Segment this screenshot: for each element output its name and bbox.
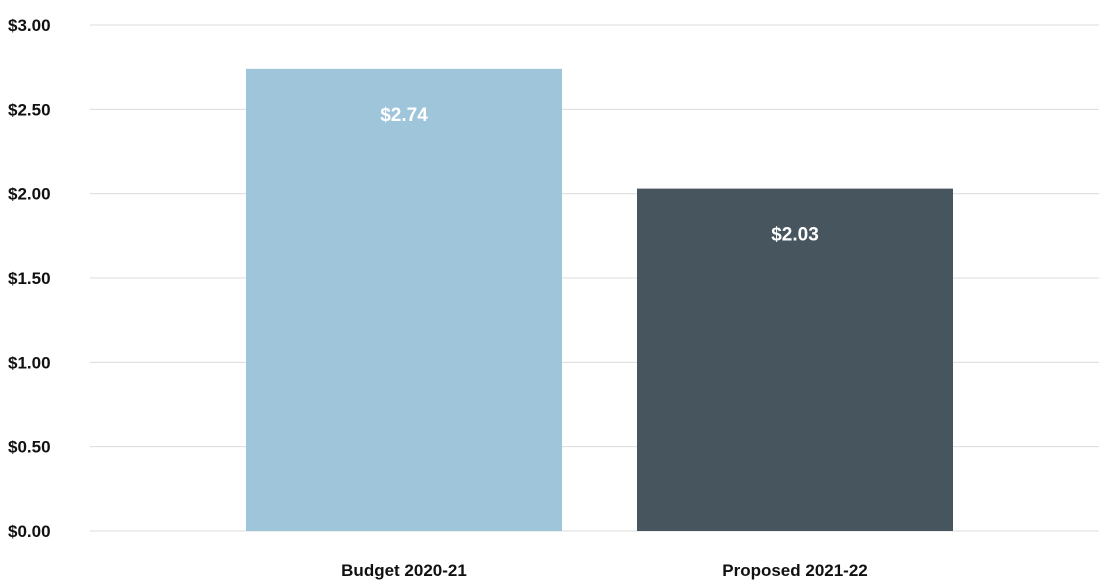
y-tick-label: $1.50 <box>8 269 51 288</box>
bar <box>637 188 953 531</box>
x-category-label: Proposed 2021-22 <box>722 561 868 580</box>
bars: $2.74 $2.03 <box>246 68 953 531</box>
bar-value-label: $2.74 <box>380 105 428 126</box>
y-tick-label: $0.00 <box>8 522 51 541</box>
bar-value-label: $2.03 <box>771 225 819 246</box>
y-tick-label: $3.00 <box>8 16 51 35</box>
x-axis-categories: Budget 2020-21 Proposed 2021-22 <box>341 561 868 580</box>
y-tick-label: $2.00 <box>8 185 51 204</box>
y-tick-label: $2.50 <box>8 100 51 119</box>
x-category-label: Budget 2020-21 <box>341 561 467 580</box>
y-axis-ticks: $0.00 $0.50 $1.00 $1.50 $2.00 $2.50 $3.00 <box>8 16 51 541</box>
y-tick-label: $0.50 <box>8 438 51 457</box>
bar <box>246 68 562 531</box>
y-tick-label: $1.00 <box>8 353 51 372</box>
